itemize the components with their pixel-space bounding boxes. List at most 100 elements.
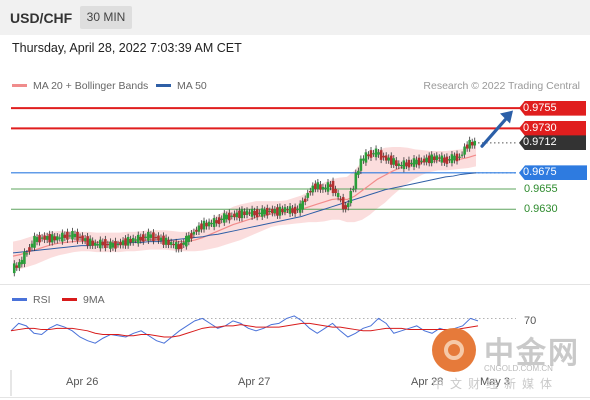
legend-rsi: RSI [12,294,51,306]
candle-body [395,160,398,166]
candle-body [438,157,441,159]
candle-body [311,185,315,193]
candle-body [228,212,231,221]
candle-body [144,236,148,238]
candle-body [76,231,79,241]
candle-body [114,241,117,249]
candle-body [273,209,277,214]
candle-body [66,231,69,240]
candle-body [68,235,72,237]
candle-body [354,172,358,189]
candle-body [460,154,464,156]
candle-body [298,203,302,213]
watermark: 中金网 CNGOLD.COM.CN 中文财经新媒体 [432,328,590,391]
candle-body [389,155,393,165]
candle-body [303,198,307,202]
candle-body [278,206,282,216]
candle-body [164,237,168,245]
candle-body [349,191,353,204]
candle-body [159,237,163,241]
candle-body [205,222,208,227]
candle-body [435,155,439,161]
candle-body [93,242,97,246]
candle-body [197,225,201,232]
candle-body [253,210,256,216]
watermark-subtitle: 中文财经新媒体 [432,377,559,391]
candle-body [61,232,64,242]
level-label-4: 0.9655 [524,182,558,195]
x-label-apr26: Apr 26 [66,376,99,388]
candle-body [185,235,188,247]
9ma-swatch [62,297,77,301]
candle-body [179,243,183,249]
timeframe-button[interactable]: 30 MIN [80,6,132,29]
x-label-apr28: Apr 28 [411,376,444,388]
candle-body [319,184,322,190]
candle-body [402,160,406,170]
candle-body [448,159,451,161]
rsi-ma-line [10,322,479,338]
candle-body [243,211,246,216]
legend-ma50-label: MA 50 [177,80,207,92]
candle-body [339,199,342,201]
candle-body [362,158,365,161]
candle-body [316,182,320,189]
candle-body [134,239,138,241]
candle-body [291,208,294,213]
candle-body [177,244,181,250]
watermark-name: 中金网 [484,336,580,371]
candle-body [410,162,413,165]
candle-body [78,236,82,238]
candle-body [450,154,454,164]
candle-body [445,156,449,164]
candle-body [119,241,122,246]
candle-body [468,139,471,149]
candle-body [260,208,264,217]
candle-body [321,186,325,190]
header-bar: USD/CHF 30 MIN [0,0,590,35]
candle-body [400,165,403,167]
candle-body [195,229,198,232]
candle-body [420,160,423,162]
candle-body [430,154,434,164]
candle-body [111,243,115,248]
candle-body [116,243,120,246]
candle-body [248,212,251,214]
candle-body [149,234,153,238]
candle-body [121,240,125,246]
candle-body [45,236,49,240]
candle-body [12,263,16,274]
rsi-swatch [12,297,27,301]
candle-body [233,213,236,218]
candle-body [147,231,150,241]
candle-body [357,170,360,175]
candle-body [455,153,459,162]
candle-body [157,235,160,241]
candle-body [35,237,39,242]
candle-body [207,221,211,227]
candle-body [422,158,426,163]
candle-body [346,203,350,208]
candle-body [329,184,332,187]
panel-divider [0,284,590,285]
candle-body [283,207,287,213]
candle-body [215,220,218,224]
candle-body [23,251,26,264]
candle-body [139,236,143,241]
candle-body [453,155,456,161]
candle-body [230,215,234,217]
candle-body [192,231,196,235]
candle-body [220,218,224,220]
candle-body [104,239,107,249]
candle-body [379,150,383,160]
candle-body [38,235,41,243]
credit-text: Research © 2022 Trading Central [423,80,580,92]
candle-body [86,236,89,246]
candle-body [50,234,54,243]
rsi-line [10,315,479,344]
candle-body [425,157,428,163]
candle-body [131,237,135,243]
rsi-level-label: 70 [524,315,537,327]
candle-body [407,159,411,168]
bottom-border [0,397,590,398]
